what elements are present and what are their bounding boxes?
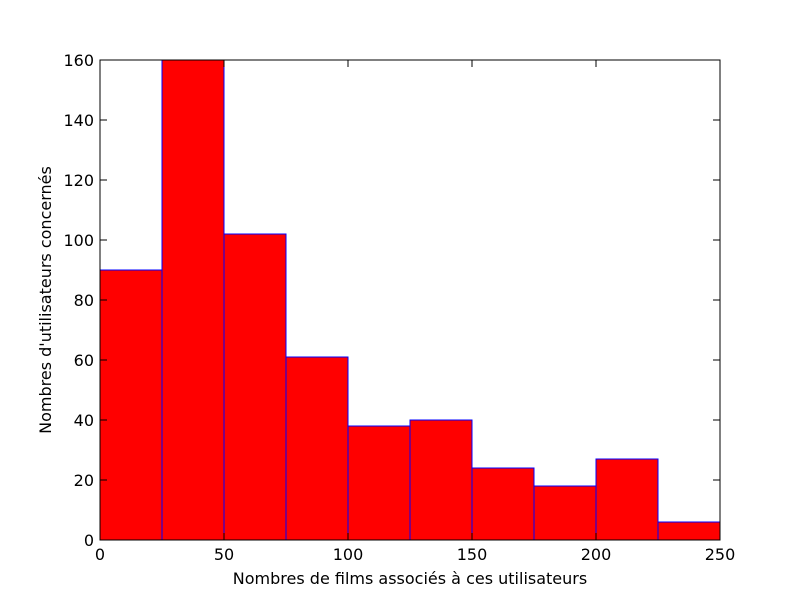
y-tick-label: 160: [63, 51, 94, 70]
plot-frame: [99, 59, 721, 541]
x-tick-label: 50: [214, 545, 234, 564]
histogram-bar: [347, 425, 411, 541]
histogram-bar: [285, 356, 349, 541]
histogram-bar: [657, 521, 721, 541]
histogram-bar: [409, 419, 473, 541]
histogram-bar: [99, 269, 163, 541]
histogram-bar: [533, 485, 597, 541]
y-tick-label: 40: [74, 411, 94, 430]
x-tick-label: 150: [457, 545, 488, 564]
y-tick-label: 60: [74, 351, 94, 370]
x-tick-label: 200: [581, 545, 612, 564]
y-tick-label: 80: [74, 291, 94, 310]
x-axis-label: Nombres de films associés à ces utilisat…: [233, 569, 587, 588]
y-tick-label: 120: [63, 171, 94, 190]
histogram-bar: [223, 233, 287, 541]
y-tick-label: 100: [63, 231, 94, 250]
histogram-bar: [161, 59, 225, 541]
y-tick-label: 0: [84, 531, 94, 550]
x-tick-label: 100: [333, 545, 364, 564]
histogram-bar: [471, 467, 535, 541]
x-tick-label: 250: [705, 545, 736, 564]
histogram-bar: [595, 458, 659, 541]
x-tick-label: 0: [95, 545, 105, 564]
y-tick-label: 20: [74, 471, 94, 490]
y-axis-label: Nombres d'utilisateurs concernés: [36, 166, 55, 434]
y-tick-label: 140: [63, 111, 94, 130]
